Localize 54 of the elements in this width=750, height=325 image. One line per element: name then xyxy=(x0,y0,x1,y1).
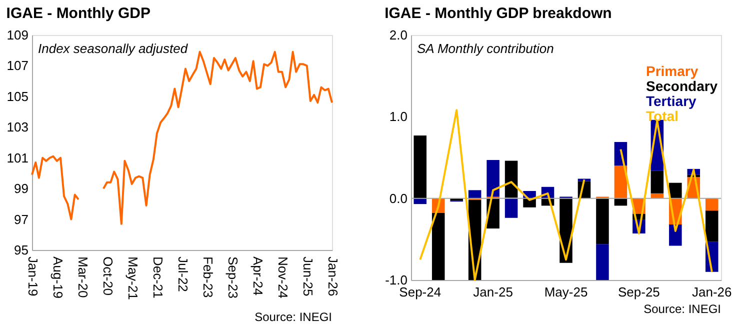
annotation: Index seasonally adjusted xyxy=(38,41,188,56)
y-tick-label: 0.0 xyxy=(389,190,408,206)
x-tick-label: Oct-20 xyxy=(100,256,116,296)
bar xyxy=(596,244,609,280)
x-tick-label: Jan-19 xyxy=(26,256,40,296)
x-tick-label: Jan-26 xyxy=(326,256,340,296)
series-label: Tertiary xyxy=(646,93,697,109)
x-tick-label: Dec-21 xyxy=(150,256,166,298)
y-tick-label: 97 xyxy=(14,212,28,227)
bar xyxy=(669,182,682,198)
x-tick-label: Aug-19 xyxy=(50,256,66,298)
bar xyxy=(432,213,445,280)
bar xyxy=(468,190,482,198)
bar xyxy=(614,166,628,198)
bar xyxy=(504,198,518,218)
bar xyxy=(414,135,426,198)
series-label: Total xyxy=(646,108,678,124)
x-tick-label: Sep-24 xyxy=(399,284,442,300)
source-note: Source: INEGI xyxy=(254,310,332,324)
x-tick-label: Jun-25 xyxy=(300,256,316,296)
x-tick-label: Feb-23 xyxy=(200,256,216,298)
x-tick-label: Sep-25 xyxy=(618,284,660,300)
x-tick-label: Jan-25 xyxy=(473,284,513,300)
text: Secondary xyxy=(646,78,718,94)
text: Primary xyxy=(646,63,698,79)
y-tick-label: 107 xyxy=(6,58,28,74)
y-tick-label: 101 xyxy=(6,150,28,166)
y-tick-label: -1.0 xyxy=(385,272,408,288)
x-tick-label: Jan-26 xyxy=(692,284,732,300)
source-note: Source: INEGI xyxy=(644,302,721,316)
y-tick-label: 105 xyxy=(6,88,28,104)
bar xyxy=(706,210,718,242)
chart-title: IGAE - Monthly GDP breakdown xyxy=(384,5,612,22)
x-tick-label: May-21 xyxy=(125,256,140,300)
x-tick-label: May-25 xyxy=(544,284,588,300)
y-tick-label: 2.0 xyxy=(389,28,408,42)
x-tick-label: Apr-24 xyxy=(250,256,266,296)
y-tick-label: 1.0 xyxy=(389,109,408,124)
bar xyxy=(669,224,682,246)
bar xyxy=(596,198,609,244)
x-tick-label: Jul-22 xyxy=(175,256,190,292)
chart-title: IGAE - Monthly GDP xyxy=(6,5,150,22)
annotation: SA Monthly contribution xyxy=(417,41,554,56)
bar xyxy=(504,160,518,198)
y-tick-label: 99 xyxy=(14,181,28,196)
y-tick-label: 95 xyxy=(14,242,28,258)
x-tick-label: Mar-20 xyxy=(75,256,90,298)
y-tick-label: 109 xyxy=(6,28,28,42)
bar xyxy=(706,198,718,211)
x-tick-label: Nov-24 xyxy=(276,256,291,298)
x-tick-label: Sep-23 xyxy=(225,256,240,298)
bar xyxy=(486,160,500,197)
y-tick-label: 103 xyxy=(6,120,28,135)
bar xyxy=(650,170,664,194)
